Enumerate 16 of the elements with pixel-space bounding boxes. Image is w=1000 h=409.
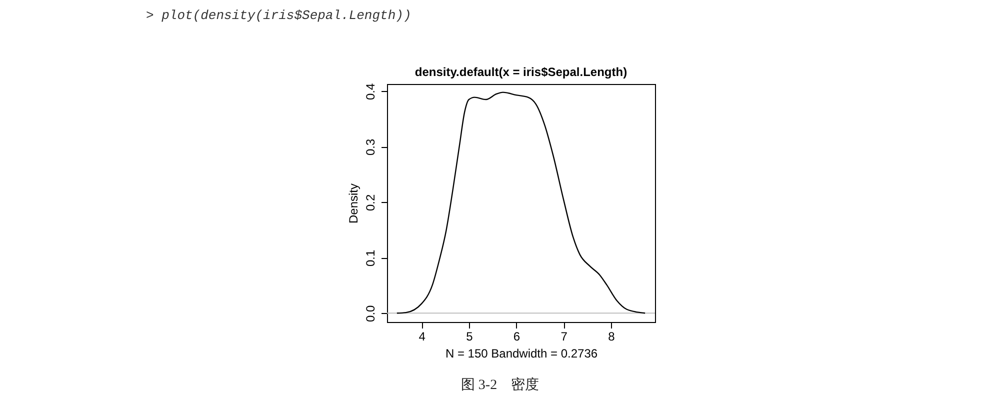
x-tick-label: 6 bbox=[513, 330, 520, 344]
x-tick-label: 8 bbox=[608, 330, 616, 344]
x-axis-title: N = 150 Bandwidth = 0.2736 bbox=[445, 346, 598, 360]
x-tick-label: 5 bbox=[466, 330, 474, 344]
y-tick-label: 0.1 bbox=[364, 249, 378, 266]
y-tick-label: 0.0 bbox=[364, 304, 378, 322]
y-tick-label: 0.2 bbox=[364, 194, 378, 212]
caption: 图 3-2 密度 bbox=[460, 376, 540, 394]
x-tick-label: 4 bbox=[418, 330, 426, 344]
x-tick-label: 7 bbox=[560, 330, 568, 344]
y-tick-label: 0.4 bbox=[364, 83, 378, 100]
chart-title: density.default(x = iris$Sepal.Length) bbox=[414, 64, 628, 79]
line-series bbox=[396, 92, 646, 314]
y-tick-label: 0.3 bbox=[364, 138, 378, 156]
y-axis-title: Density bbox=[346, 183, 360, 224]
text: > plot(density(iris$Sepal.Length)) bbox=[146, 8, 412, 23]
